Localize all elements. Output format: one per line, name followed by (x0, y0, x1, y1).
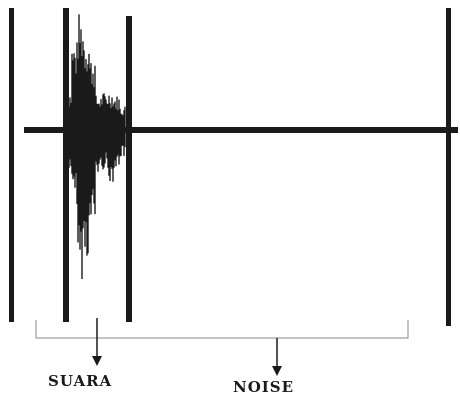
speech-arrow (92, 318, 102, 366)
speech-end-marker (126, 16, 132, 322)
noise-label: NOISE (233, 378, 295, 396)
noise-arrow (272, 338, 282, 376)
speech-start-marker (63, 8, 69, 322)
noise-baseline (24, 127, 458, 133)
speech-waveform (65, 14, 126, 280)
segment-bracket (35, 320, 409, 339)
speech-label: SUARA (48, 372, 113, 390)
outer-right-boundary (446, 8, 451, 326)
outer-left-boundary (9, 8, 14, 322)
